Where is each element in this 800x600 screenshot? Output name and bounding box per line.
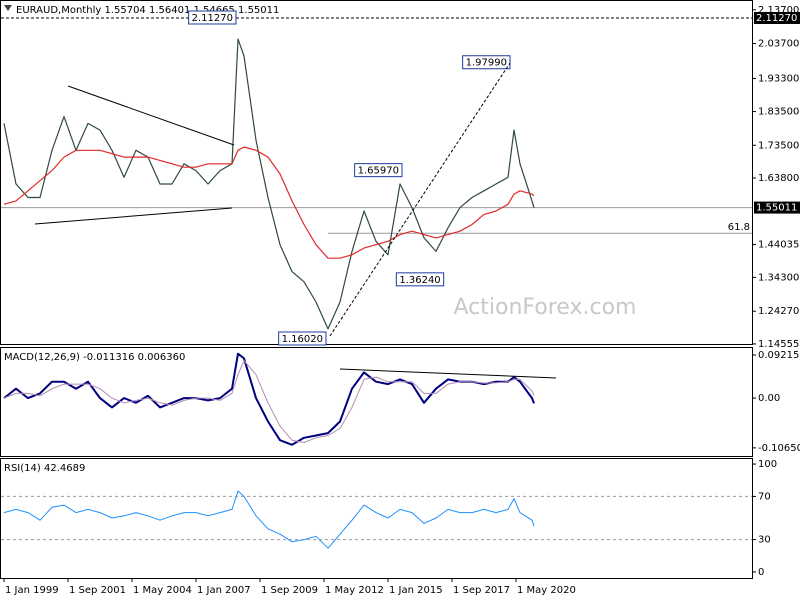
watermark: ActionForex.com — [454, 295, 637, 320]
panel-frame — [0, 347, 753, 457]
price-box-label: 2.11270 — [756, 13, 797, 24]
y-tick-label: 1.44035 — [758, 240, 799, 251]
series-line — [3, 490, 535, 549]
y-tick-label: 2.03700 — [758, 39, 799, 50]
x-tick-label: 1 May 2020 — [517, 585, 576, 596]
x-tick-label: 1 Jan 2015 — [389, 585, 443, 596]
price-box — [754, 201, 800, 214]
x-tick-label: 1 May 2004 — [133, 585, 192, 596]
trend-line — [329, 62, 511, 337]
y-tick-label: 1.14555 — [758, 339, 799, 350]
annotation-box — [395, 272, 445, 287]
trend-lines — [34, 62, 557, 379]
annotation-box — [462, 55, 511, 70]
annotation-label: 1.65970 — [358, 166, 399, 177]
y-tick-label: 1.73500 — [758, 140, 799, 151]
y-tick-label: 1.83500 — [758, 107, 799, 118]
menu-icon — [4, 5, 12, 11]
y-tick-label: 0.00 — [758, 393, 780, 404]
trend-line — [339, 368, 557, 379]
annotation-label: 1.16020 — [282, 334, 323, 345]
series-line — [3, 146, 535, 259]
x-tick-label: 1 Sep 2001 — [69, 585, 126, 596]
series-line — [3, 360, 535, 443]
y-tick-label: 1.34300 — [758, 272, 799, 283]
y-tick-label: -0.106503 — [758, 443, 800, 454]
panel-frame — [0, 458, 753, 579]
y-tick-label: 30 — [758, 535, 771, 546]
panel-title: MACD(12,26,9) -0.011316 0.006360 — [4, 352, 185, 363]
panel-frame — [0, 0, 753, 345]
y-tick-label: 100 — [758, 459, 777, 470]
y-tick-label: 2.13700 — [758, 5, 799, 16]
annotation-box — [278, 331, 327, 346]
price-box — [754, 11, 800, 24]
y-tick-label: 1.93300 — [758, 74, 799, 85]
series-line — [3, 352, 535, 446]
x-tick-label: 1 Jan 2007 — [197, 585, 251, 596]
annotation-box — [188, 10, 237, 25]
x-tick-label: 1 May 2012 — [325, 585, 384, 596]
price-box-label: 1.55011 — [756, 203, 797, 214]
annotation-box — [354, 163, 403, 178]
y-tick-label: 0 — [758, 567, 764, 578]
y-tick-label: 1.63800 — [758, 173, 799, 184]
annotation-label: 1.36240 — [399, 275, 440, 286]
level-label: 61.8 — [728, 222, 750, 233]
y-tick-label: 70 — [758, 491, 771, 502]
annotation-label: 1.97990 — [466, 58, 507, 69]
trend-line — [67, 85, 235, 146]
annotation-label: 2.11270 — [192, 13, 233, 24]
x-tick-label: 1 Sep 2009 — [261, 585, 318, 596]
series-line — [3, 38, 535, 330]
panel-title: RSI(14) 42.4689 — [4, 463, 85, 474]
y-tick-label: 0.092158 — [758, 350, 800, 361]
x-tick-label: 1 Sep 2017 — [453, 585, 510, 596]
x-tick-label: 1 Jan 1999 — [5, 585, 59, 596]
trend-line — [34, 207, 233, 225]
y-tick-label: 1.24270 — [758, 306, 799, 317]
panel-title: EURAUD,Monthly 1.55704 1.56401 1.54665 1… — [16, 5, 279, 16]
